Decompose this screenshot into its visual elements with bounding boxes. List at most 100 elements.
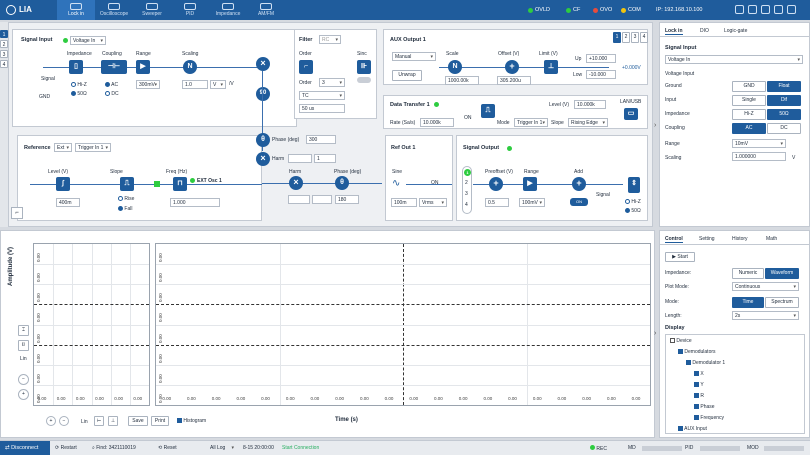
help-icon[interactable]: [761, 5, 770, 14]
aux-tab-2[interactable]: 2: [622, 32, 630, 43]
tree-item[interactable]: Phase: [694, 404, 715, 410]
numeric-button[interactable]: Numeric: [732, 268, 764, 279]
nav-tab-sweeper[interactable]: Sweeper: [133, 0, 171, 20]
level-input[interactable]: 400m: [56, 198, 80, 207]
slope-block[interactable]: ⎍: [120, 177, 134, 191]
fit-y2-icon[interactable]: ⊥: [108, 416, 118, 426]
tree-item[interactable]: X: [694, 371, 704, 377]
phase-shift-icon[interactable]: 90: [256, 87, 270, 101]
plot-left[interactable]: 0.00 0.00 0.00 0.00 0.00 0.00 0.00 0.00 0.00 0.00…: [33, 243, 150, 406]
output-amplifier-block[interactable]: ▶: [523, 177, 537, 191]
scaling-unit-select[interactable]: V: [210, 80, 226, 89]
coupling-block[interactable]: ⊣⊢: [101, 60, 127, 74]
checkbox[interactable]: [686, 360, 691, 366]
harm-value[interactable]: 1: [314, 154, 336, 163]
disconnect-button[interactable]: ⇄ Disconnect: [0, 441, 50, 455]
tab-setting[interactable]: Setting: [699, 236, 715, 242]
unwrap-button[interactable]: Unwrap: [392, 70, 422, 81]
range-select[interactable]: 300mV: [136, 80, 160, 89]
signal-input-mode-select[interactable]: Voltage In: [70, 36, 106, 45]
option-button[interactable]: DC: [767, 123, 801, 134]
rise-radio[interactable]: Rise: [118, 196, 134, 202]
nav-tab-lock-in[interactable]: Lock in: [57, 0, 95, 20]
ohm50-radio[interactable]: 50Ω: [71, 91, 87, 97]
zoom-in-x-icon[interactable]: +: [46, 416, 56, 426]
level-block[interactable]: ∫: [56, 177, 70, 191]
checkbox[interactable]: [694, 404, 699, 410]
reference-source-select[interactable]: Ext: [54, 143, 72, 152]
ohm50-radio[interactable]: 50Ω: [625, 208, 641, 214]
channel-2-button[interactable]: 2: [0, 40, 8, 48]
checkbox[interactable]: [694, 382, 699, 388]
limit-up-input[interactable]: +10.000: [586, 54, 616, 63]
zoom-in-icon[interactable]: +: [18, 389, 29, 400]
channel-1-dot[interactable]: 1: [464, 169, 471, 176]
nav-tab-pid[interactable]: PID: [171, 0, 209, 20]
preoffset-add-block[interactable]: +: [489, 177, 503, 191]
amplitude-unit-select[interactable]: Vrms: [419, 198, 447, 207]
lowpass-filter-block[interactable]: ⌐: [299, 60, 313, 74]
length-select[interactable]: 2s: [732, 311, 799, 320]
tree-item[interactable]: Demodulator 1: [686, 360, 725, 366]
option-button[interactable]: Hi-Z: [732, 109, 766, 120]
offset-add-block[interactable]: +: [505, 60, 519, 74]
checkbox[interactable]: [694, 393, 699, 399]
option-button[interactable]: AC: [732, 123, 766, 134]
mixer-x-icon[interactable]: ×: [256, 57, 270, 71]
output-range-select[interactable]: 100mV: [519, 198, 545, 207]
zoom-out-icon[interactable]: −: [18, 374, 29, 385]
option-button[interactable]: Single: [732, 95, 766, 106]
phase-input[interactable]: 300: [306, 135, 336, 144]
channel-1-button[interactable]: 1: [0, 30, 8, 38]
save-button[interactable]: Save: [128, 416, 148, 426]
checkbox[interactable]: [670, 338, 675, 344]
scaling-input[interactable]: 1.000000: [732, 152, 786, 161]
aux-tab-4[interactable]: 4: [640, 32, 648, 43]
option-button[interactable]: Dif: [767, 95, 801, 106]
tab-lock-in[interactable]: Lock in: [665, 28, 683, 35]
phase-block[interactable]: θ: [256, 133, 270, 147]
close-icon[interactable]: [787, 5, 796, 14]
tc-input[interactable]: 50 us: [299, 104, 345, 113]
limit-block[interactable]: ⊥: [544, 60, 558, 74]
channel-selector[interactable]: 1 2 3 4: [462, 166, 472, 214]
reference-trigger-select[interactable]: Trigger In 1: [75, 143, 111, 152]
channel-4-button[interactable]: 4: [0, 60, 8, 68]
tree-item[interactable]: Demodulators: [678, 349, 716, 355]
add-block[interactable]: +: [572, 177, 586, 191]
tab-math[interactable]: Math: [766, 236, 778, 242]
scale-block[interactable]: N: [448, 60, 462, 74]
tree-item[interactable]: Frequency: [694, 415, 724, 421]
phase2-input[interactable]: 180: [335, 195, 359, 204]
tab-dio[interactable]: DIO: [700, 28, 709, 34]
aux-tab-3[interactable]: 3: [631, 32, 639, 43]
start-button[interactable]: ▶ Start: [665, 252, 695, 262]
checkbox[interactable]: [694, 371, 699, 377]
impedance-block[interactable]: ▯: [69, 60, 83, 74]
ac-radio[interactable]: AC: [105, 82, 118, 88]
plot-right[interactable]: 0.00 0.00 0.00 0.00 0.00 0.00 0.00 0.00 0.00 0.00…: [155, 243, 651, 406]
tc-select[interactable]: TC: [299, 91, 345, 100]
amplitude-input[interactable]: 100m: [391, 198, 417, 207]
sinc-toggle[interactable]: [357, 77, 371, 83]
checkbox[interactable]: [678, 349, 683, 355]
nav-tab-impedance[interactable]: Impedance: [209, 0, 247, 20]
option-button[interactable]: 50Ω: [767, 109, 801, 120]
tree-item[interactable]: R: [694, 393, 704, 399]
tree-item[interactable]: Device: [670, 338, 692, 344]
offset-input[interactable]: 305.200u: [497, 76, 531, 85]
hiz-radio[interactable]: Hi-Z: [625, 199, 641, 205]
find-button[interactable]: ⌕ Find: 3421110019: [92, 445, 136, 451]
order-select[interactable]: 3: [319, 78, 345, 87]
harm2-input[interactable]: [288, 195, 310, 204]
time-button[interactable]: Time: [732, 297, 764, 308]
lin-button[interactable]: Lin: [20, 356, 27, 362]
checkbox[interactable]: [678, 426, 683, 432]
dc-radio[interactable]: DC: [105, 91, 119, 97]
input-mode-select[interactable]: Voltage In: [665, 55, 803, 64]
tab-control[interactable]: Control: [665, 236, 683, 243]
option-button[interactable]: GND: [732, 81, 766, 92]
zoom-out-x-icon[interactable]: −: [59, 416, 69, 426]
reset-button[interactable]: ⟲ Reset: [158, 445, 177, 451]
scaling-input[interactable]: 1.0: [182, 80, 208, 89]
